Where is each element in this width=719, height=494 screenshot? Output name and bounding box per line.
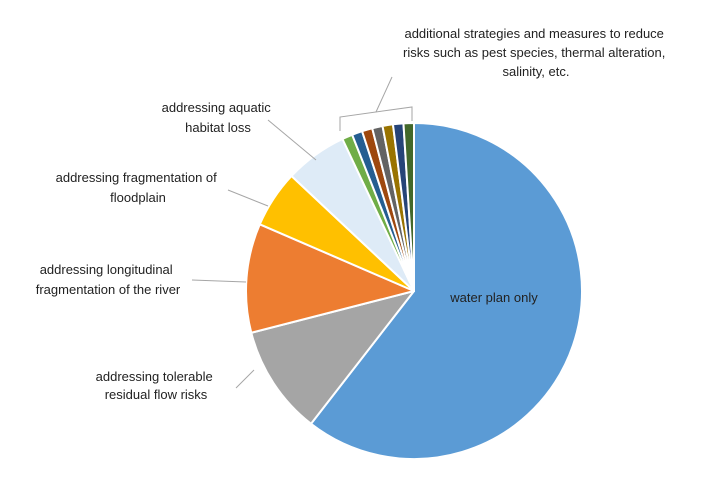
pie-slice-addressing-tolerable-residual-flow-risks bbox=[250, 290, 415, 425]
leader-line-additional bbox=[375, 76, 393, 113]
pie-slice-water-plan-only bbox=[310, 122, 583, 460]
labels-layer: water plan only addressing tolerable res… bbox=[36, 26, 669, 402]
pie-slice-addressing-longitudinal-fragmentation-of-the-river bbox=[245, 223, 415, 334]
label-longitudinal: addressing longitudinal fragmentation of… bbox=[36, 262, 181, 297]
leader-lines-layer bbox=[191, 76, 413, 389]
leader-line-aquatic bbox=[267, 119, 317, 161]
slices-layer bbox=[245, 121, 583, 460]
pie-slice-additional-strategy-11 bbox=[402, 121, 415, 292]
leader-line-tolerable bbox=[235, 369, 255, 389]
leader-line-floodplain bbox=[227, 189, 269, 207]
leader-line-longitudinal bbox=[191, 279, 247, 283]
label-additional-strategies: additional strategies and measures to re… bbox=[403, 26, 669, 79]
label-aquatic: addressing aquatic habitat loss bbox=[162, 100, 275, 135]
label-floodplain: addressing fragmentation of floodplain bbox=[56, 170, 221, 205]
label-tolerable: addressing tolerable residual flow risks bbox=[96, 369, 217, 402]
label-water-plan: water plan only bbox=[449, 290, 538, 305]
